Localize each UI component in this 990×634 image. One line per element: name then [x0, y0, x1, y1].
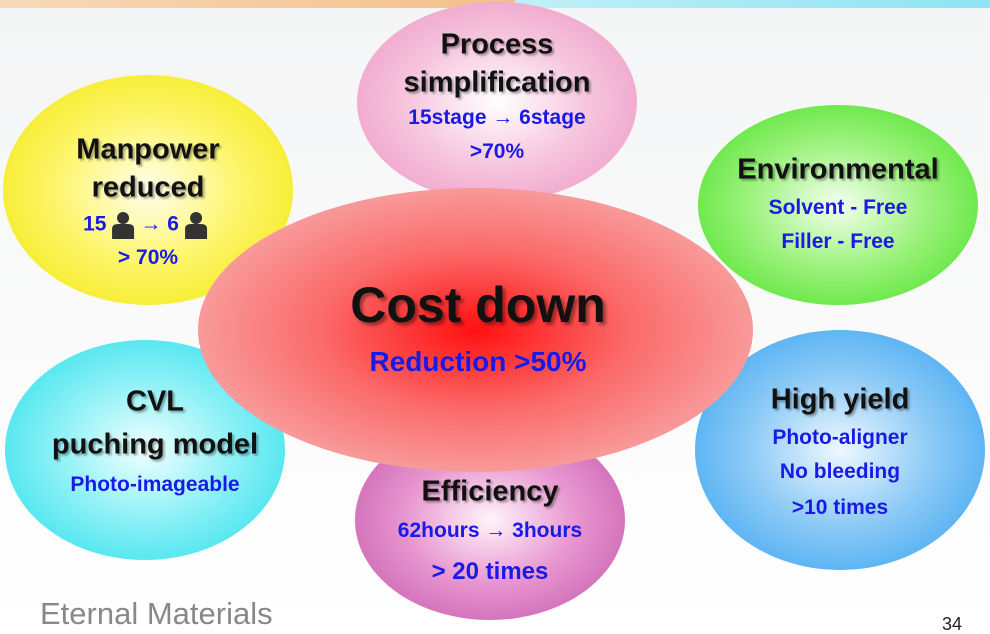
center-subtitle: Reduction >50%: [369, 346, 586, 378]
detail: 15stage → 6stage: [408, 106, 585, 130]
center-title: Cost down: [350, 276, 606, 334]
title: simplification: [404, 67, 591, 100]
title: puching model: [52, 429, 258, 462]
top-bar: [515, 0, 990, 8]
person-icon: [183, 211, 209, 239]
slide: Process simplification 15stage → 6stage …: [0, 0, 990, 634]
detail: 62hours → 3hours: [398, 519, 582, 543]
detail: >70%: [470, 140, 524, 164]
detail: Photo-aligner: [772, 426, 907, 450]
title: Environmental: [737, 154, 938, 187]
detail-row: 15 → 6: [83, 211, 213, 239]
title: High yield: [771, 384, 910, 417]
detail: >10 times: [792, 496, 888, 520]
title: Manpower: [76, 134, 219, 167]
detail: Solvent - Free: [769, 196, 908, 220]
person-icon: [110, 211, 136, 239]
detail: → 6: [140, 213, 179, 236]
detail: Photo-imageable: [70, 473, 239, 497]
title: Efficiency: [422, 476, 559, 509]
title: Process: [441, 29, 554, 62]
title: CVL: [126, 386, 184, 419]
title: reduced: [92, 172, 205, 205]
detail: No bleeding: [780, 460, 900, 484]
company-name: Eternal Materials: [40, 596, 273, 632]
detail: > 20 times: [432, 558, 549, 586]
detail: 15: [83, 213, 106, 236]
detail: > 70%: [118, 246, 178, 270]
page-number: 34: [942, 614, 962, 634]
detail: Filler - Free: [781, 230, 894, 254]
top-bar: [0, 0, 515, 8]
